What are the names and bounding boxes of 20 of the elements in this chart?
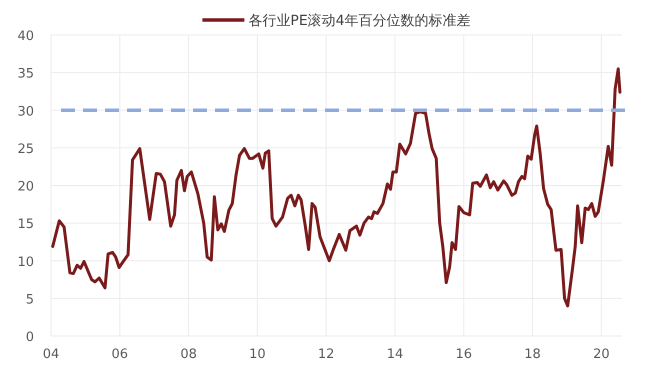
y-tick-label: 40: [17, 29, 34, 44]
y-tick-label: 10: [17, 254, 34, 270]
x-tick-label: 12: [318, 347, 334, 362]
x-tick-label: 08: [180, 347, 197, 362]
x-tick-label: 20: [593, 347, 610, 362]
y-tick-label: 20: [17, 180, 34, 194]
legend-label: 各行业PE滚动4年百分位数的标准差: [248, 13, 471, 29]
x-tick-label: 16: [456, 347, 472, 362]
y-tick-label: 15: [17, 217, 34, 232]
y-tick-label: 35: [17, 66, 34, 82]
y-tick-label: 25: [17, 142, 34, 157]
y-tick-label: 0: [26, 330, 34, 345]
y-tick-label: 30: [17, 104, 34, 120]
x-tick-label: 14: [386, 347, 404, 362]
y-tick-label: 5: [26, 292, 34, 308]
x-tick-label: 04: [42, 347, 60, 362]
x-tick-label: 10: [249, 347, 266, 362]
x-tick-label: 18: [524, 347, 541, 362]
line-series: [51, 67, 622, 308]
x-tick-label: 06: [112, 347, 128, 362]
